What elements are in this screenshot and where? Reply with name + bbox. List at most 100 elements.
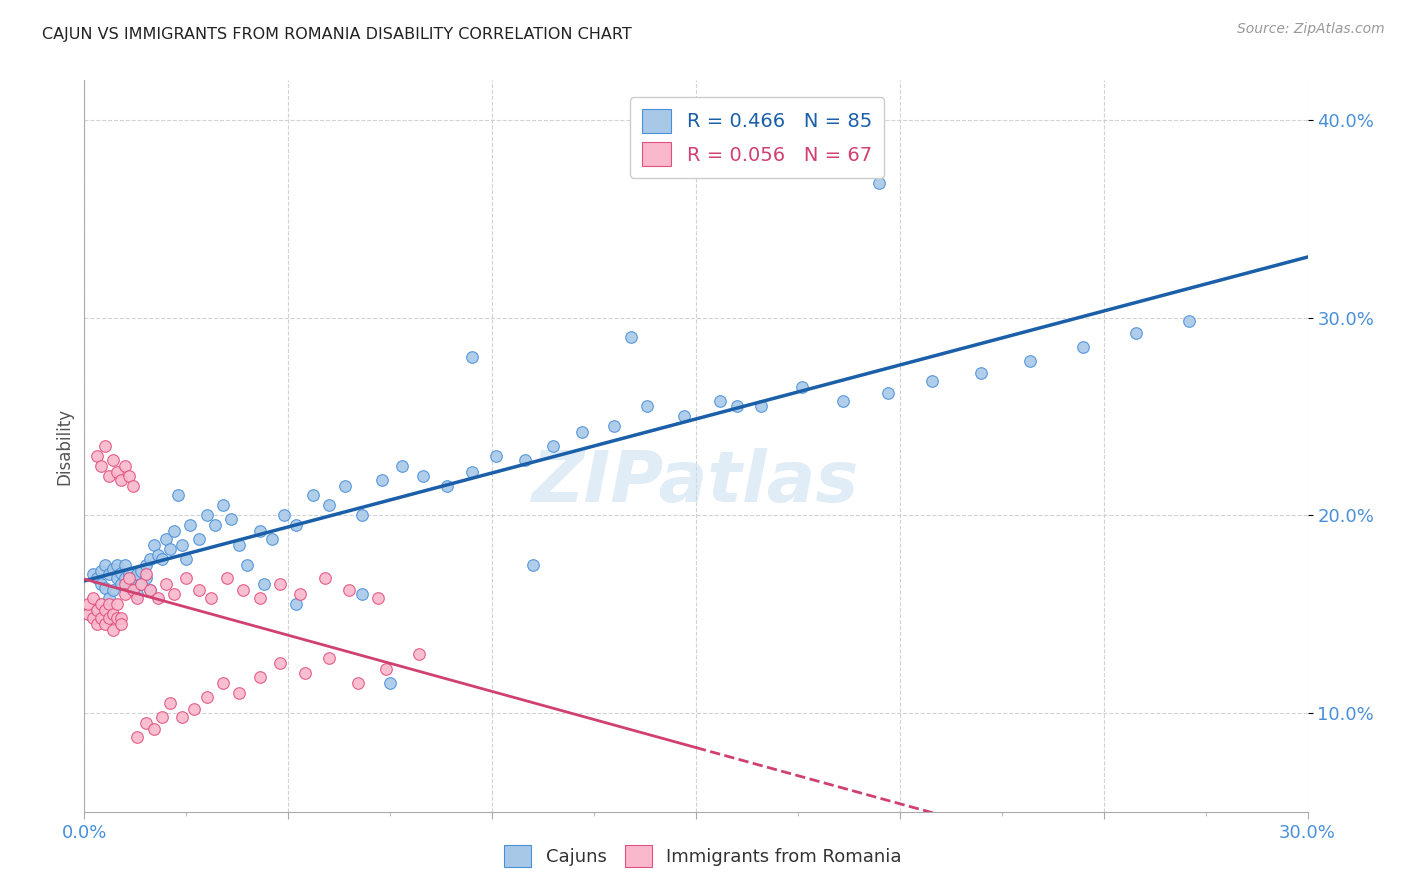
Point [301, 488, 323, 502]
Point [163, 587, 186, 601]
Point [86, 571, 108, 585]
Point [461, 465, 484, 479]
Point [273, 508, 295, 523]
Point [335, 478, 357, 492]
Point [375, 662, 398, 676]
Point [101, 453, 124, 467]
Y-axis label: Disability: Disability [55, 408, 73, 484]
Point [90, 458, 112, 473]
Point [350, 508, 373, 523]
Point [90, 577, 112, 591]
Point [97, 591, 120, 606]
Text: ZIPatlas: ZIPatlas [533, 448, 859, 517]
Point [249, 524, 271, 538]
Point [110, 577, 132, 591]
Point [150, 710, 173, 724]
Point [150, 551, 173, 566]
Point [110, 616, 132, 631]
Point [709, 393, 731, 408]
Point [269, 657, 291, 671]
Point [346, 676, 368, 690]
Point [412, 468, 434, 483]
Point [138, 583, 160, 598]
Point [285, 597, 308, 611]
Point [122, 571, 145, 585]
Point [127, 730, 149, 744]
Point [93, 582, 115, 596]
Point [921, 374, 943, 388]
Point [163, 524, 186, 538]
Point [790, 380, 813, 394]
Point [97, 597, 120, 611]
Point [105, 571, 128, 585]
Point [127, 587, 149, 601]
Point [195, 690, 218, 704]
Point [174, 571, 197, 585]
Point [135, 715, 157, 730]
Text: CAJUN VS IMMIGRANTS FROM ROMANIA DISABILITY CORRELATION CHART: CAJUN VS IMMIGRANTS FROM ROMANIA DISABIL… [42, 27, 631, 42]
Point [101, 623, 124, 637]
Point [138, 583, 160, 598]
Point [212, 498, 235, 512]
Point [118, 571, 141, 585]
Point [195, 508, 218, 523]
Point [122, 583, 145, 598]
Point [187, 583, 209, 598]
Point [127, 591, 149, 606]
Point [260, 532, 283, 546]
Point [513, 453, 536, 467]
Point [228, 686, 250, 700]
Point [217, 571, 239, 585]
Point [118, 468, 141, 483]
Point [155, 577, 177, 591]
Point [219, 512, 242, 526]
Point [1019, 354, 1042, 368]
Point [146, 591, 169, 606]
Point [97, 611, 120, 625]
Point [114, 577, 136, 591]
Point [118, 582, 141, 596]
Point [294, 666, 316, 681]
Point [172, 538, 194, 552]
Point [339, 583, 361, 598]
Point [105, 465, 128, 479]
Point [350, 587, 373, 601]
Point [86, 616, 108, 631]
Point [672, 409, 695, 424]
Point [831, 393, 853, 408]
Point [1073, 340, 1095, 354]
Point [114, 587, 136, 601]
Point [603, 419, 626, 434]
Point [318, 650, 340, 665]
Point [114, 571, 136, 585]
Point [105, 597, 128, 611]
Point [167, 488, 190, 502]
Point [253, 577, 276, 591]
Point [127, 567, 149, 582]
Point [77, 607, 100, 621]
Point [93, 616, 115, 631]
Point [236, 558, 259, 572]
Point [249, 591, 271, 606]
Point [82, 611, 104, 625]
Point [77, 597, 100, 611]
Point [135, 571, 157, 585]
Point [461, 350, 484, 364]
Point [725, 400, 748, 414]
Point [90, 611, 112, 625]
Point [869, 176, 891, 190]
Point [114, 458, 136, 473]
Point [187, 532, 209, 546]
Point [114, 558, 136, 572]
Point [90, 564, 112, 578]
Point [314, 571, 336, 585]
Point [876, 385, 898, 400]
Point [86, 603, 108, 617]
Point [101, 607, 124, 621]
Point [408, 647, 430, 661]
Point [110, 473, 132, 487]
Point [232, 583, 254, 598]
Point [380, 676, 402, 690]
Point [122, 577, 145, 591]
Point [93, 439, 115, 453]
